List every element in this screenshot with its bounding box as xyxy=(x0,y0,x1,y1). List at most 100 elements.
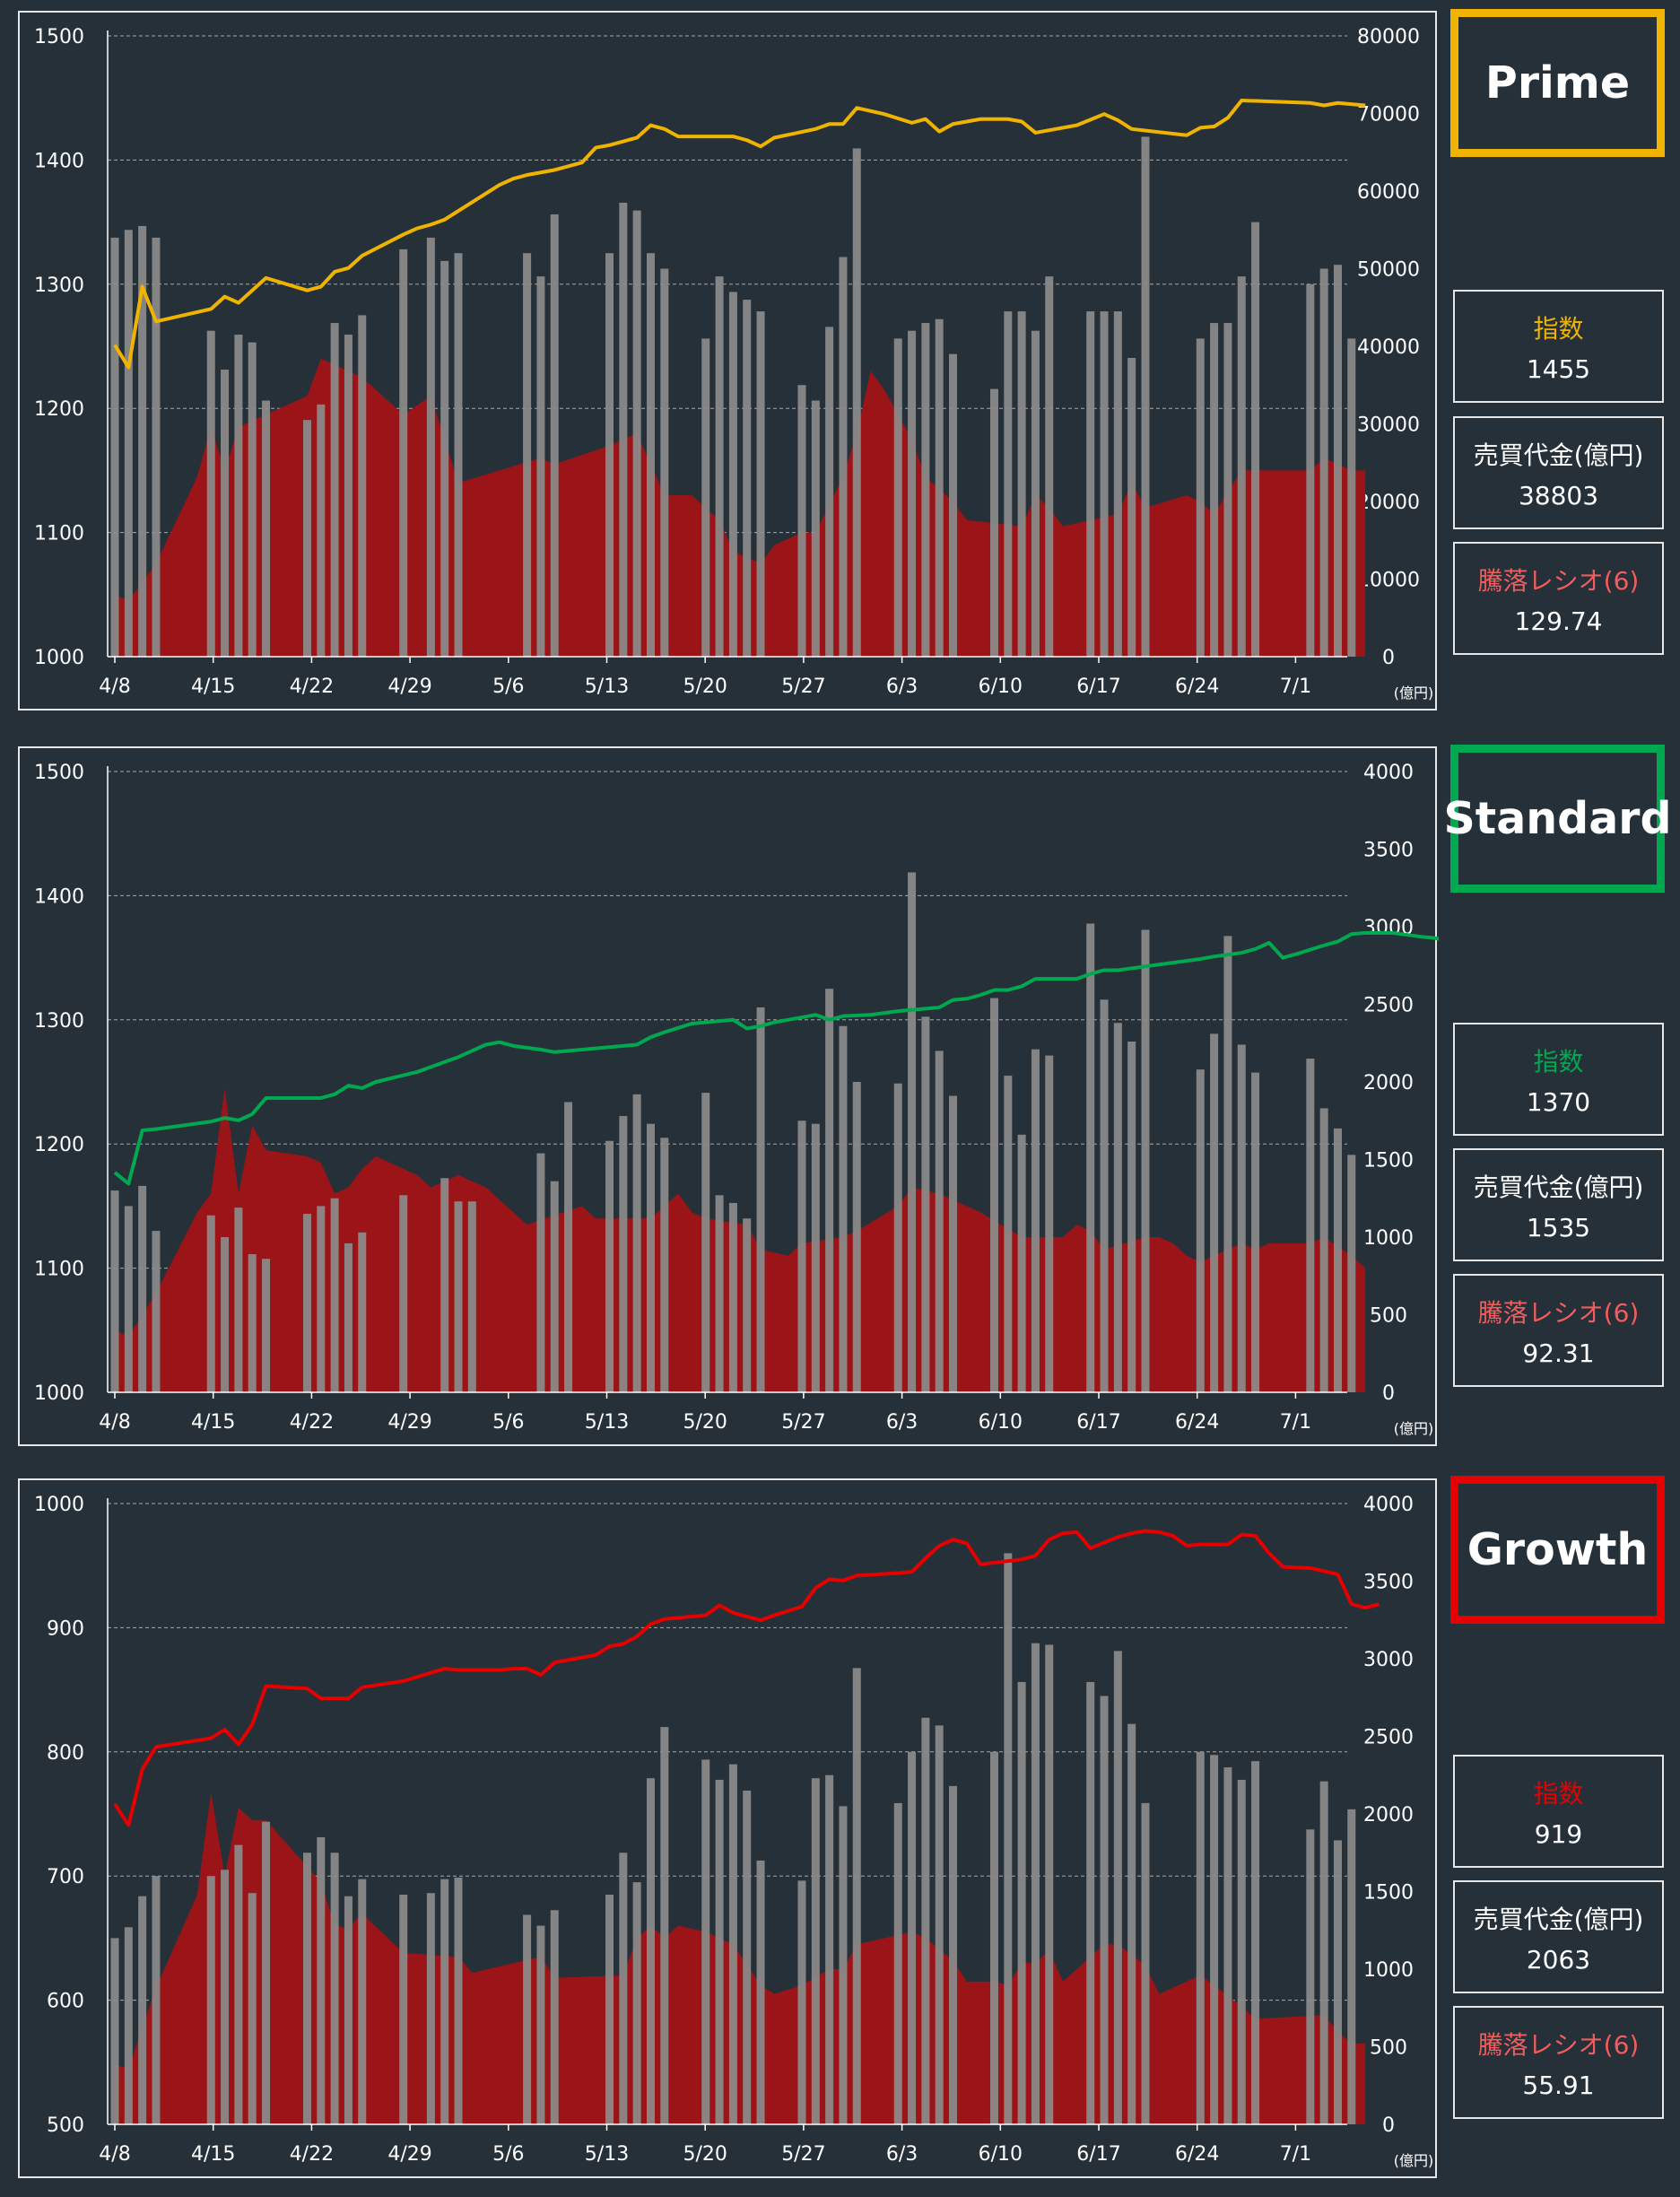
turnover-bar xyxy=(1141,1802,1150,2124)
turnover-bar xyxy=(454,1877,463,2124)
turnover-bar xyxy=(908,872,917,1392)
turnover-bar xyxy=(344,335,353,657)
turnover-bar xyxy=(825,327,834,657)
turnover-bar xyxy=(262,400,271,657)
turnover-bar xyxy=(728,1202,737,1392)
turnover-bar xyxy=(550,1181,559,1392)
y-tick-label: 1300 xyxy=(34,1010,84,1033)
turnover-bar xyxy=(1347,1809,1356,2124)
turnover-bar xyxy=(221,1237,230,1392)
y2-tick-label: 2500 xyxy=(1363,995,1414,1017)
standard-index-box: 指数 1370 xyxy=(1453,1023,1664,1136)
x-tick-label: 6/24 xyxy=(1175,1411,1219,1434)
y2-tick-label: 2000 xyxy=(1363,1072,1414,1094)
y2-tick-label: 3500 xyxy=(1363,840,1414,862)
turnover-bar xyxy=(949,1095,958,1392)
turnover-bar xyxy=(701,338,710,657)
turnover-bar xyxy=(1031,1049,1040,1392)
turnover-bar xyxy=(893,338,902,657)
turnover-bar xyxy=(1306,1059,1315,1392)
y2-tick-label: 0 xyxy=(1382,647,1395,669)
turnover-bar xyxy=(811,1123,820,1392)
turnover-bar xyxy=(1333,1128,1342,1392)
growth-chart: 500 600 700 800 900 1000 0 500 1000 1500 2000 2500 3… xyxy=(34,1494,1433,2169)
turnover-bar xyxy=(893,1083,902,1392)
turnover-bar xyxy=(110,1938,119,2124)
index-line xyxy=(113,98,1366,370)
y-tick-label: 1200 xyxy=(34,398,84,421)
turnover-bar xyxy=(989,1751,998,2124)
turnover-bar xyxy=(756,1860,765,2124)
growth-ratio-label: 騰落レシオ(6) xyxy=(1477,2029,1640,2060)
turnover-bar xyxy=(1306,1829,1315,2124)
y-tick-label: 1500 xyxy=(34,26,84,48)
x-tick-label: 6/17 xyxy=(1076,1411,1120,1434)
x-tick-label: 4/22 xyxy=(290,676,334,698)
x-tick-label: 5/27 xyxy=(781,676,825,698)
turnover-bar xyxy=(1333,1840,1342,2124)
turnover-bar xyxy=(454,1201,463,1392)
turnover-bar xyxy=(1127,1042,1136,1392)
growth-turnover-value: 2063 xyxy=(1526,1944,1591,1975)
turnover-bar xyxy=(302,1214,311,1392)
turnover-bar xyxy=(646,253,655,657)
turnover-bar xyxy=(1100,311,1109,657)
y2-tick-label: 3500 xyxy=(1363,1572,1414,1594)
turnover-bar xyxy=(234,1844,243,2124)
x-tick-label: 5/27 xyxy=(781,2143,825,2166)
turnover-bar xyxy=(206,1876,215,2124)
turnover-bar xyxy=(1237,1044,1246,1392)
turnover-bar xyxy=(743,1218,752,1392)
standard-turnover-value: 1535 xyxy=(1526,1212,1591,1242)
turnover-bar xyxy=(138,1185,147,1392)
x-tick-label: 6/24 xyxy=(1175,676,1219,698)
turnover-bar xyxy=(440,1879,449,2124)
prime-ratio-value: 129.74 xyxy=(1514,606,1603,636)
x-tick-label: 6/10 xyxy=(979,676,1023,698)
turnover-bar xyxy=(825,989,834,1392)
growth-title-badge: Growth xyxy=(1450,1476,1665,1624)
turnover-bar xyxy=(330,323,339,657)
turnover-bar xyxy=(1045,276,1054,657)
growth-title: Growth xyxy=(1467,1524,1649,1575)
x-tick-label: 6/10 xyxy=(979,1411,1023,1434)
turnover-bar xyxy=(440,260,449,657)
turnover-bar xyxy=(467,1201,476,1392)
x-tick-label: 4/22 xyxy=(290,1411,334,1434)
turnover-bar xyxy=(124,230,133,657)
turnover-bar xyxy=(632,1882,641,2124)
x-tick-label: 5/20 xyxy=(683,676,727,698)
turnover-bar xyxy=(646,1778,655,2124)
x-tick-label: 4/8 xyxy=(99,1411,130,1434)
y2-tick-label: 60000 xyxy=(1357,181,1420,204)
turnover-bar xyxy=(1127,357,1136,657)
y2-tick-label: 500 xyxy=(1370,2037,1407,2060)
turnover-bar xyxy=(632,1094,641,1392)
turnover-bar xyxy=(1086,923,1095,1392)
turnover-bar xyxy=(1113,311,1122,657)
turnover-bar xyxy=(1017,1134,1026,1392)
turnover-bar xyxy=(921,1717,930,2124)
x-tick-label: 6/24 xyxy=(1175,2143,1219,2166)
turnover-bar xyxy=(536,276,545,657)
turnover-bar xyxy=(536,1153,545,1392)
turnover-bar xyxy=(1141,929,1150,1392)
prime-turnover-box: 売買代金(億円) 38803 xyxy=(1453,416,1664,529)
turnover-bar xyxy=(248,1893,257,2124)
turnover-bar xyxy=(221,1870,230,2124)
turnover-bar xyxy=(262,1821,271,2124)
turnover-bar xyxy=(756,311,765,657)
x-tick-label: 6/17 xyxy=(1076,2143,1120,2166)
y-tick-label: 1200 xyxy=(34,1134,84,1156)
x-tick-label: 5/13 xyxy=(585,676,629,698)
turnover-bar xyxy=(1251,1072,1260,1392)
turnover-bar xyxy=(234,1207,243,1392)
standard-turnover-label: 売買代金(億円) xyxy=(1473,1172,1644,1202)
growth-turnover-label: 売買代金(億円) xyxy=(1473,1904,1644,1934)
turnover-bar xyxy=(989,998,998,1392)
y2-tick-label: 1000 xyxy=(1363,1227,1414,1250)
y2-tick-label: 10000 xyxy=(1357,570,1420,592)
y-tick-label: 800 xyxy=(47,1742,84,1765)
turnover-bar xyxy=(1210,1755,1219,2124)
y-tick-label: 1300 xyxy=(34,275,84,297)
